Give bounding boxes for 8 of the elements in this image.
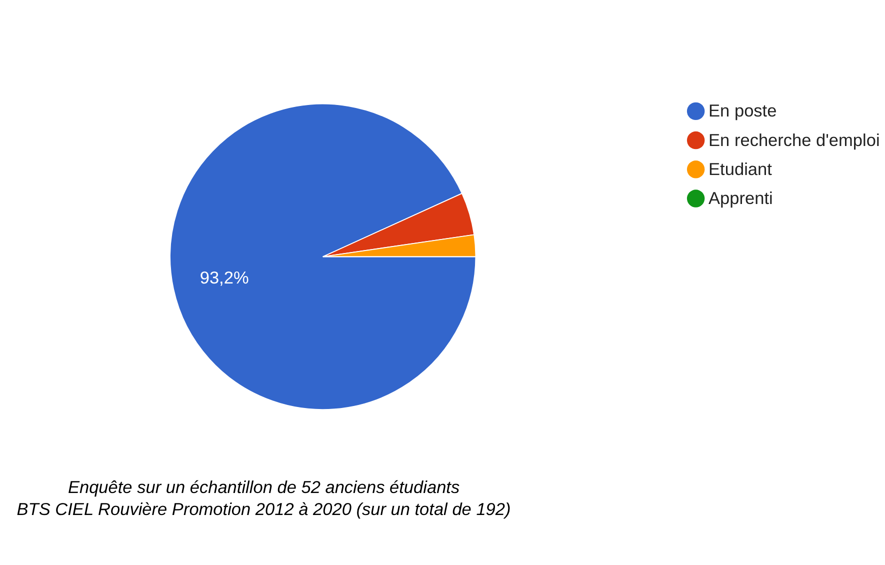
legend-label: Etudiant: [708, 158, 772, 179]
legend-label: Apprenti: [708, 188, 773, 208]
data-label: 93,2%: [200, 268, 249, 288]
legend-label: En poste: [708, 100, 777, 121]
pie-slice: [170, 103, 476, 410]
text: BTS CIEL Rouvière Promotion 2012 à 2020 (sur un total de 192): [16, 499, 511, 520]
legend-label: En recherche d'emploi: [708, 130, 880, 150]
text: Enquête sur un échantillon de 52 anciens étudiants: [68, 477, 460, 498]
